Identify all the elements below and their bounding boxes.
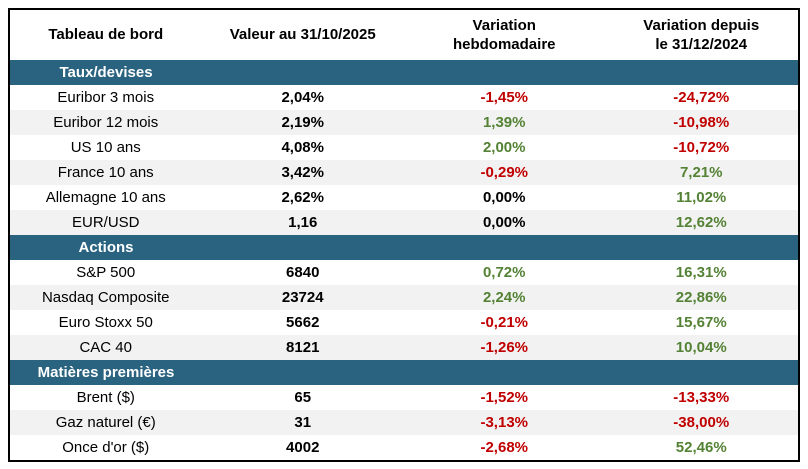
ytd-variation-value: -38,00% — [604, 410, 799, 435]
dashboard-table: Tableau de bord Valeur au 31/10/2025 Var… — [8, 8, 800, 462]
row-label: Brent ($) — [9, 385, 202, 410]
section-header-actions: Actions — [9, 235, 799, 260]
row-value: 8121 — [201, 335, 404, 360]
ytd-variation-value: -24,72% — [604, 85, 799, 110]
weekly-variation-value: -3,13% — [403, 410, 605, 435]
row-value: 1,16 — [201, 210, 404, 235]
ytd-variation-value: 22,86% — [604, 285, 799, 310]
row-value: 65 — [201, 385, 404, 410]
ytd-variation-value: 52,46% — [604, 435, 799, 461]
weekly-variation-value: -1,52% — [403, 385, 605, 410]
table-row: Brent ($) 65 -1,52% -13,33% — [9, 385, 799, 410]
row-value: 5662 — [201, 310, 404, 335]
weekly-variation-value: -1,45% — [403, 85, 605, 110]
section-header-cell: Actions — [9, 235, 799, 260]
ytd-variation-value: 10,04% — [604, 335, 799, 360]
weekly-variation-value: 1,39% — [403, 110, 605, 135]
section-header-taux-devises: Taux/devises — [9, 60, 799, 85]
dashboard-table-body: Taux/devises Euribor 3 mois 2,04% -1,45% -24… — [9, 60, 799, 461]
ytd-variation-value: 12,62% — [604, 210, 799, 235]
weekly-variation-value: 0,00% — [403, 210, 605, 235]
row-label: CAC 40 — [9, 335, 202, 360]
table-row: Nasdaq Composite 23724 2,24% 22,86% — [9, 285, 799, 310]
table-row: Euro Stoxx 50 5662 -0,21% 15,67% — [9, 310, 799, 335]
row-label: Nasdaq Composite — [9, 285, 202, 310]
weekly-variation-value: -0,21% — [403, 310, 605, 335]
weekly-variation-value: -1,26% — [403, 335, 605, 360]
header-row: Tableau de bord Valeur au 31/10/2025 Var… — [9, 9, 799, 60]
table-row: S&P 500 6840 0,72% 16,31% — [9, 260, 799, 285]
section-title: Taux/devises — [59, 64, 153, 81]
ytd-variation-value: -13,33% — [604, 385, 799, 410]
row-label: Euribor 3 mois — [9, 85, 202, 110]
header-weekly-variation: Variation hebdomadaire — [403, 9, 605, 60]
table-row: France 10 ans 3,42% -0,29% 7,21% — [9, 160, 799, 185]
row-value: 2,19% — [201, 110, 404, 135]
weekly-variation-value: -0,29% — [403, 160, 605, 185]
ytd-variation-value: -10,98% — [604, 110, 799, 135]
weekly-variation-value: 0,72% — [403, 260, 605, 285]
header-ytd-variation: Variation depuis le 31/12/2024 — [604, 9, 799, 60]
section-header-cell: Matières premières — [9, 360, 799, 385]
ytd-variation-value: 16,31% — [604, 260, 799, 285]
row-label: US 10 ans — [9, 135, 202, 160]
table-row: US 10 ans 4,08% 2,00% -10,72% — [9, 135, 799, 160]
weekly-variation-value: -2,68% — [403, 435, 605, 461]
row-value: 2,04% — [201, 85, 404, 110]
table-row: Euribor 3 mois 2,04% -1,45% -24,72% — [9, 85, 799, 110]
weekly-variation-value: 2,24% — [403, 285, 605, 310]
ytd-variation-value: 7,21% — [604, 160, 799, 185]
ytd-variation-value: 11,02% — [604, 185, 799, 210]
row-value: 23724 — [201, 285, 404, 310]
table-row: Euribor 12 mois 2,19% 1,39% -10,98% — [9, 110, 799, 135]
row-label: Allemagne 10 ans — [9, 185, 202, 210]
row-label: Euribor 12 mois — [9, 110, 202, 135]
table-row: CAC 40 8121 -1,26% 10,04% — [9, 335, 799, 360]
ytd-variation-value: 15,67% — [604, 310, 799, 335]
section-title: Matières premières — [37, 364, 175, 381]
row-label: Once d'or ($) — [9, 435, 202, 461]
row-value: 6840 — [201, 260, 404, 285]
row-value: 2,62% — [201, 185, 404, 210]
section-header-matieres-premieres: Matières premières — [9, 360, 799, 385]
row-value: 3,42% — [201, 160, 404, 185]
row-label: EUR/USD — [9, 210, 202, 235]
weekly-variation-value: 0,00% — [403, 185, 605, 210]
table-header: Tableau de bord Valeur au 31/10/2025 Var… — [9, 9, 799, 60]
table-row: Allemagne 10 ans 2,62% 0,00% 11,02% — [9, 185, 799, 210]
weekly-variation-value: 2,00% — [403, 135, 605, 160]
header-value-column: Valeur au 31/10/2025 — [201, 9, 404, 60]
row-label: Euro Stoxx 50 — [9, 310, 202, 335]
table-row: Gaz naturel (€) 31 -3,13% -38,00% — [9, 410, 799, 435]
row-value: 4002 — [201, 435, 404, 461]
row-value: 4,08% — [201, 135, 404, 160]
row-label: France 10 ans — [9, 160, 202, 185]
ytd-variation-value: -10,72% — [604, 135, 799, 160]
section-header-cell: Taux/devises — [9, 60, 799, 85]
section-title: Actions — [78, 239, 134, 256]
header-title: Tableau de bord — [9, 9, 202, 60]
row-label: S&P 500 — [9, 260, 202, 285]
row-value: 31 — [201, 410, 404, 435]
row-label: Gaz naturel (€) — [9, 410, 202, 435]
table-row: Once d'or ($) 4002 -2,68% 52,46% — [9, 435, 799, 461]
table-row: EUR/USD 1,16 0,00% 12,62% — [9, 210, 799, 235]
